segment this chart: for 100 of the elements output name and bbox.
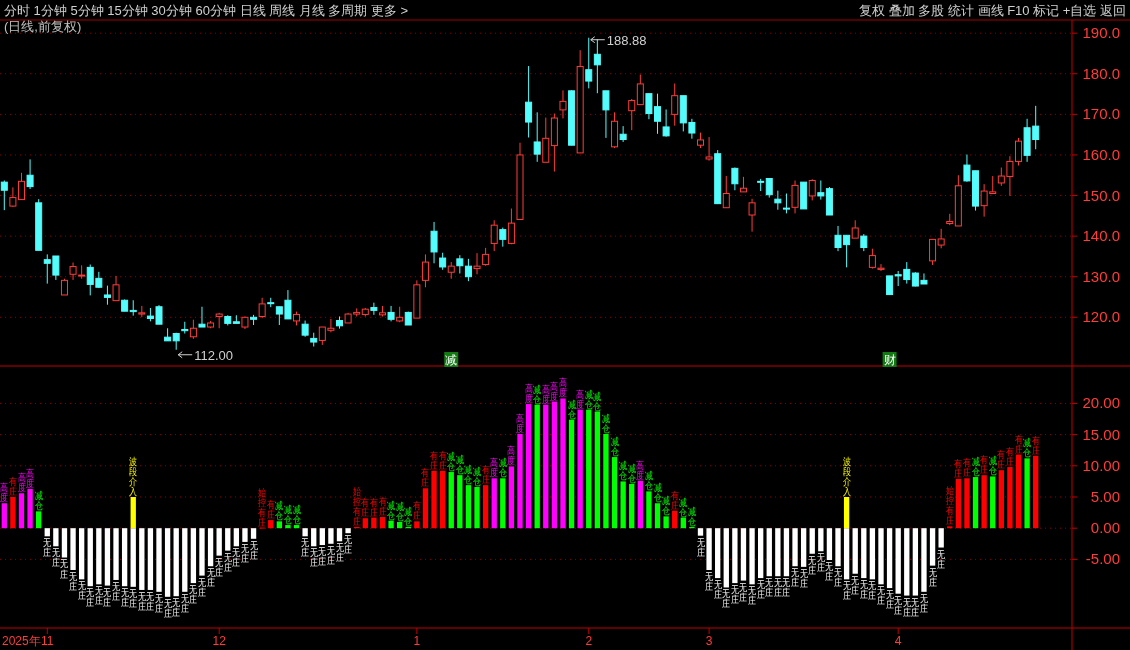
data-label: 减仓 bbox=[1023, 437, 1032, 459]
bar bbox=[697, 528, 704, 536]
data-label: 波段介入 bbox=[129, 456, 138, 498]
data-label: 高度 bbox=[636, 459, 645, 481]
candlestick bbox=[791, 180, 799, 214]
data-label: 无庄 bbox=[112, 581, 121, 603]
data-label: 波段介入 bbox=[842, 456, 851, 498]
data-label: 有庄 bbox=[8, 476, 17, 498]
bar bbox=[474, 487, 480, 529]
bar bbox=[508, 466, 515, 529]
data-label: 无庄 bbox=[180, 592, 189, 615]
text: 复权 叠加 多股 统计 画线 F10 标记 +自选 返回 bbox=[859, 3, 1126, 18]
bar bbox=[1024, 458, 1030, 529]
y-tick-label: 130.0 bbox=[1082, 267, 1120, 285]
bar bbox=[766, 528, 772, 577]
bar bbox=[87, 528, 93, 587]
bar bbox=[362, 518, 368, 529]
data-label: 无庄 bbox=[851, 574, 860, 596]
bar bbox=[18, 493, 25, 529]
data-label: 无庄 bbox=[825, 561, 834, 583]
bar bbox=[36, 511, 42, 529]
data-label: 无庄 bbox=[782, 577, 791, 599]
bar bbox=[792, 528, 798, 567]
data-label: 减仓 bbox=[498, 457, 507, 479]
x-tick-label: 12 bbox=[212, 634, 227, 648]
data-label: 减仓 bbox=[387, 499, 396, 521]
data-label: 始控有庄 bbox=[945, 485, 954, 527]
bar bbox=[826, 528, 833, 560]
data-label: 减仓 bbox=[679, 496, 688, 518]
bar bbox=[715, 528, 721, 579]
candlestick bbox=[473, 252, 481, 275]
data-label: 减仓 bbox=[662, 495, 671, 517]
candlestick bbox=[782, 193, 790, 214]
candlestick bbox=[886, 275, 894, 296]
bar bbox=[121, 528, 128, 587]
data-label: 无庄 bbox=[816, 552, 825, 574]
data-label: 无庄 bbox=[705, 571, 714, 593]
data-label: 高度 bbox=[507, 445, 516, 467]
data-label: 有庄 bbox=[421, 467, 430, 489]
data-label: 无庄 bbox=[77, 580, 86, 602]
bar bbox=[319, 528, 325, 546]
candlestick bbox=[628, 98, 636, 131]
data-label: 无庄 bbox=[868, 580, 877, 602]
data-label: 有庄 bbox=[670, 489, 679, 511]
data-label: 有庄 bbox=[361, 497, 370, 519]
x-tick-label: 2 bbox=[585, 634, 593, 648]
y-tick-label: 15.00 bbox=[1082, 425, 1120, 443]
data-label: 始控有庄 bbox=[352, 486, 361, 528]
candlestick bbox=[456, 254, 464, 274]
bar bbox=[242, 528, 248, 542]
bar bbox=[250, 528, 257, 539]
data-label: 无庄 bbox=[808, 554, 817, 576]
candlestick bbox=[387, 305, 395, 322]
bar bbox=[912, 528, 919, 596]
bar bbox=[156, 528, 162, 592]
data-label: 无庄 bbox=[240, 543, 249, 565]
data-label: 减仓 bbox=[619, 460, 628, 482]
data-label: 无庄 bbox=[791, 567, 800, 589]
candlestick bbox=[593, 38, 601, 94]
bar bbox=[543, 404, 549, 529]
bar bbox=[637, 480, 643, 529]
data-label: 减仓 bbox=[275, 500, 284, 522]
bar bbox=[981, 475, 987, 529]
bar bbox=[130, 528, 136, 587]
bar bbox=[646, 491, 652, 529]
bar bbox=[130, 497, 136, 529]
candlestick bbox=[490, 219, 498, 252]
bar bbox=[422, 488, 429, 529]
data-label: 无庄 bbox=[232, 547, 241, 569]
data-label: 无庄 bbox=[911, 596, 920, 618]
candlestick bbox=[808, 178, 816, 201]
candlestick bbox=[430, 221, 438, 264]
data-label: 无庄 bbox=[129, 587, 138, 610]
y-tick-label: 170.0 bbox=[1082, 105, 1120, 123]
bar bbox=[225, 528, 231, 551]
data-label: 有庄 bbox=[980, 454, 989, 476]
bar bbox=[895, 528, 901, 594]
candlestick bbox=[868, 248, 876, 270]
data-label: 高度 bbox=[576, 388, 585, 410]
bar bbox=[173, 528, 179, 597]
y-tick-label: 140.0 bbox=[1082, 227, 1120, 245]
data-label: 减仓 bbox=[567, 398, 576, 420]
data-label: 无庄 bbox=[722, 588, 731, 610]
bar bbox=[1, 503, 7, 529]
bar bbox=[921, 528, 927, 592]
bar bbox=[336, 528, 343, 542]
bar bbox=[843, 497, 850, 529]
data-label: 减仓 bbox=[404, 506, 413, 528]
data-label: 有庄 bbox=[962, 457, 971, 479]
bar bbox=[182, 528, 188, 592]
y-tick-label: 0.00 bbox=[1090, 519, 1120, 537]
bar bbox=[534, 404, 540, 529]
data-label: 无庄 bbox=[223, 551, 232, 573]
data-label: 有庄 bbox=[412, 500, 421, 522]
bar bbox=[104, 528, 111, 586]
data-label: 有庄 bbox=[954, 458, 963, 480]
candlestick bbox=[103, 285, 111, 306]
bar bbox=[603, 434, 609, 529]
candlestick bbox=[198, 306, 206, 328]
bar bbox=[268, 520, 274, 529]
